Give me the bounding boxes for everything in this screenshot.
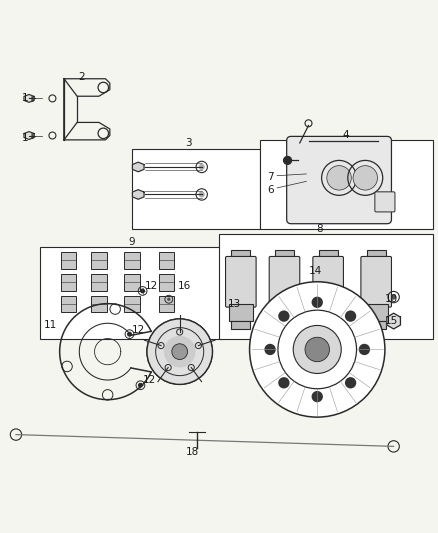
Circle shape [293, 326, 341, 374]
Bar [316, 304, 340, 321]
Text: 3: 3 [185, 139, 192, 148]
Circle shape [345, 310, 356, 322]
Bar [318, 251, 338, 260]
FancyBboxPatch shape [269, 256, 300, 307]
Bar [364, 304, 389, 321]
Circle shape [278, 377, 290, 389]
Text: 11: 11 [44, 320, 57, 330]
Text: 9: 9 [128, 237, 135, 247]
FancyBboxPatch shape [375, 192, 395, 212]
Bar [231, 251, 251, 260]
Bar [275, 321, 294, 329]
Polygon shape [387, 313, 400, 329]
Bar [219, 234, 433, 338]
Circle shape [141, 289, 145, 293]
FancyBboxPatch shape [361, 256, 392, 307]
Bar [159, 252, 174, 269]
FancyBboxPatch shape [313, 256, 343, 307]
Circle shape [164, 336, 195, 367]
Bar [261, 140, 433, 229]
Circle shape [199, 164, 205, 170]
Circle shape [265, 344, 276, 355]
Text: 4: 4 [343, 130, 349, 140]
Circle shape [128, 333, 131, 336]
Circle shape [167, 297, 170, 301]
Bar [60, 274, 76, 290]
Circle shape [353, 166, 378, 190]
Polygon shape [132, 190, 144, 199]
Bar [272, 304, 297, 321]
FancyBboxPatch shape [226, 256, 256, 307]
Bar [229, 304, 253, 321]
Circle shape [359, 344, 370, 355]
Bar [124, 252, 140, 269]
Bar [318, 321, 338, 329]
Circle shape [311, 297, 323, 308]
Circle shape [345, 377, 356, 389]
Text: 12: 12 [145, 281, 158, 291]
Circle shape [327, 166, 351, 190]
Bar [91, 252, 107, 269]
Circle shape [391, 294, 396, 300]
Bar [91, 274, 107, 290]
Circle shape [284, 157, 291, 164]
Circle shape [199, 191, 205, 198]
Bar [159, 296, 174, 312]
Circle shape [172, 344, 187, 359]
Bar [159, 274, 174, 290]
Bar [60, 296, 76, 312]
Text: 18: 18 [186, 447, 199, 457]
Circle shape [147, 319, 212, 384]
Text: 8: 8 [316, 223, 323, 233]
Text: 12: 12 [142, 375, 156, 385]
Text: 10: 10 [385, 294, 398, 304]
Polygon shape [24, 94, 34, 102]
Bar [132, 149, 261, 229]
Text: 2: 2 [78, 71, 85, 82]
Polygon shape [132, 162, 144, 172]
Text: 15: 15 [385, 316, 398, 326]
Text: 12: 12 [131, 325, 145, 335]
Polygon shape [24, 132, 34, 140]
Bar [124, 274, 140, 290]
Bar [40, 247, 223, 338]
Bar [60, 252, 76, 269]
Text: 1: 1 [21, 93, 28, 103]
Circle shape [305, 337, 329, 362]
Text: 16: 16 [177, 281, 191, 291]
Bar [231, 321, 251, 329]
Text: 13: 13 [228, 298, 241, 309]
Circle shape [311, 391, 323, 402]
Bar [367, 251, 386, 260]
Text: 1: 1 [21, 133, 28, 143]
Circle shape [250, 282, 385, 417]
Bar [91, 296, 107, 312]
Text: 7: 7 [267, 172, 273, 182]
Bar [367, 321, 386, 329]
FancyBboxPatch shape [287, 136, 392, 224]
Bar [275, 251, 294, 260]
Bar [124, 296, 140, 312]
Text: 6: 6 [267, 184, 273, 195]
Text: 14: 14 [308, 266, 321, 276]
Circle shape [278, 310, 290, 322]
Circle shape [139, 384, 142, 387]
